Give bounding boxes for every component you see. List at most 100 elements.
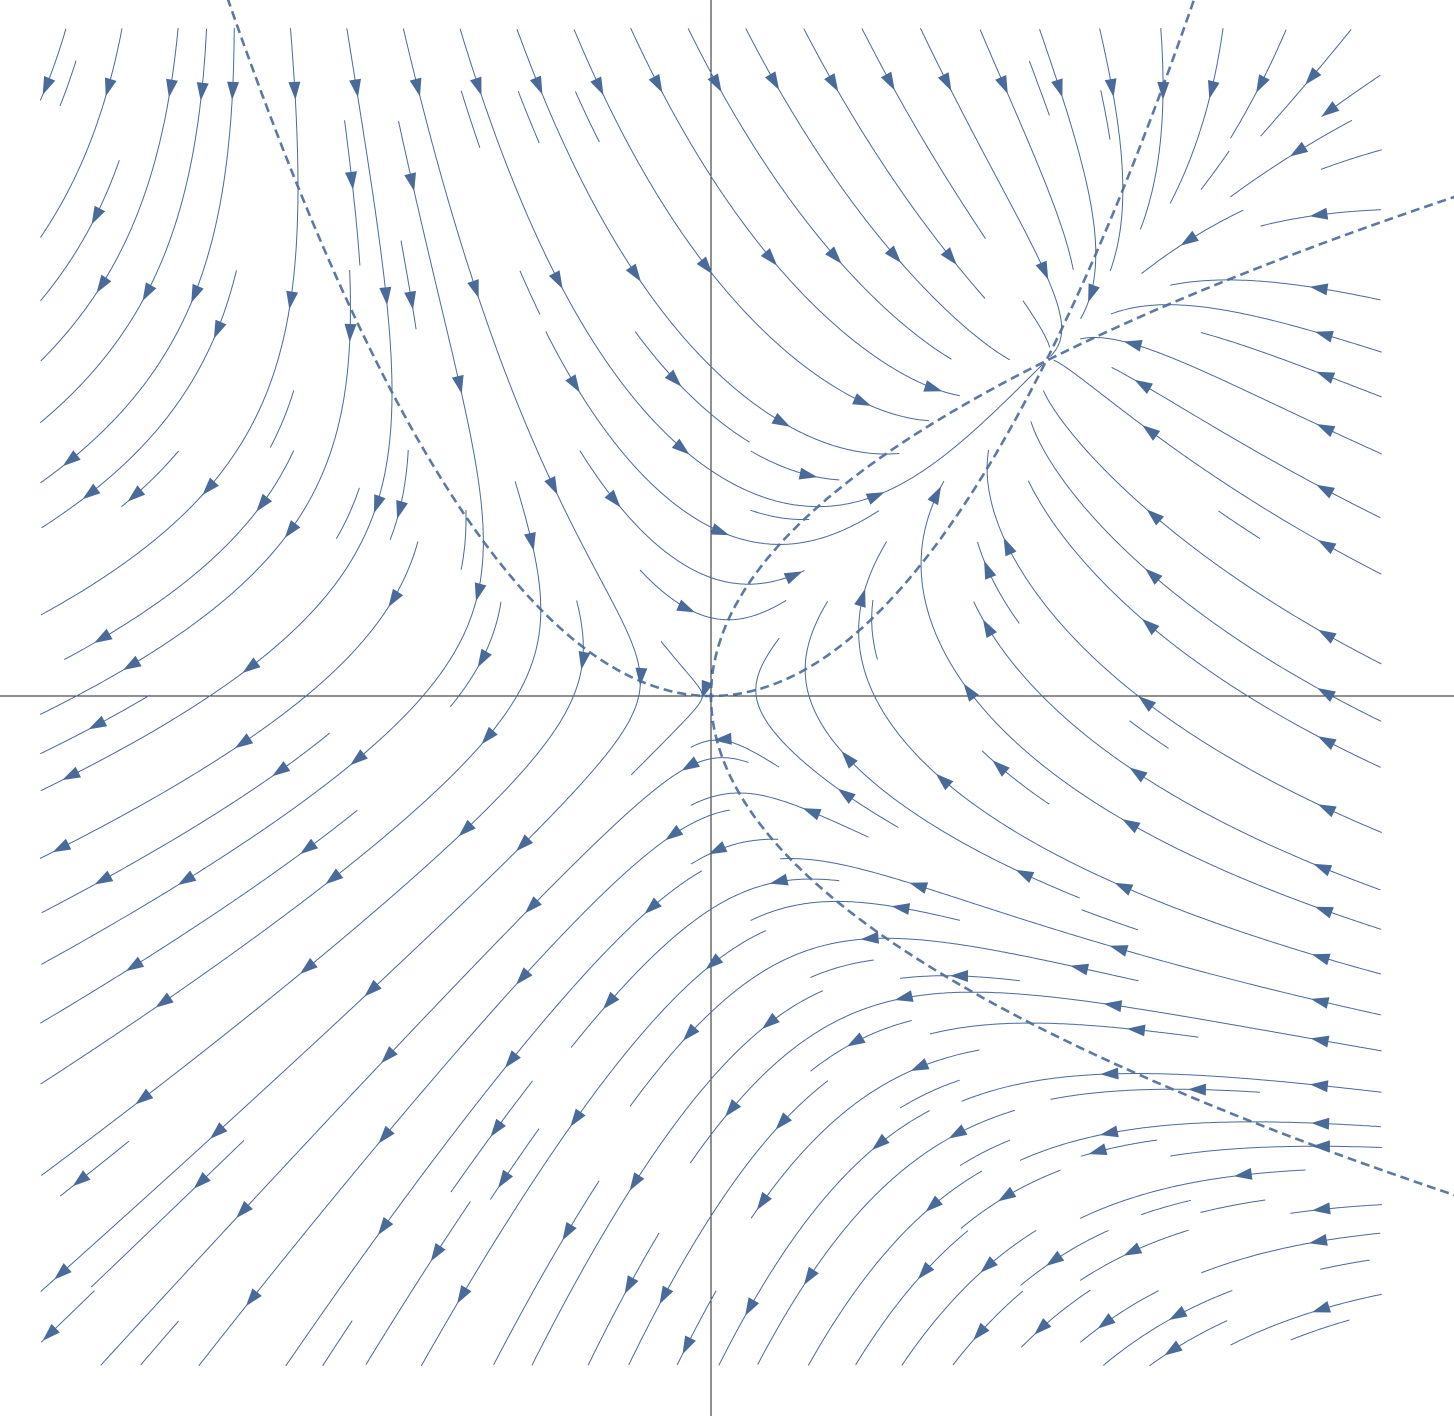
streamline xyxy=(1320,1259,1370,1270)
streamline xyxy=(140,1320,179,1366)
arrowhead xyxy=(345,171,357,190)
arrowhead xyxy=(710,523,730,536)
streamline xyxy=(400,240,417,330)
arrowhead xyxy=(865,492,885,505)
arrowhead xyxy=(1314,906,1334,919)
arrowhead xyxy=(935,773,954,791)
arrowhead xyxy=(430,1243,446,1262)
streamline xyxy=(687,28,952,360)
streamline xyxy=(920,480,1382,930)
streamline xyxy=(41,732,331,914)
arrowhead xyxy=(980,1256,998,1273)
arrowhead xyxy=(82,483,101,500)
arrowhead xyxy=(769,873,789,886)
streamline xyxy=(1079,1169,1306,1219)
arrowhead xyxy=(771,412,791,427)
arrowhead xyxy=(604,489,621,508)
streamline xyxy=(389,449,409,540)
arrowhead xyxy=(984,560,997,580)
streamline xyxy=(335,487,360,539)
streamline xyxy=(519,270,541,315)
streamline xyxy=(516,29,900,455)
arrowhead xyxy=(880,71,895,91)
streamline xyxy=(449,601,502,708)
arrowhead xyxy=(963,683,979,702)
streamline xyxy=(960,1169,1061,1229)
arrowhead xyxy=(96,274,112,293)
arrowhead xyxy=(94,870,114,885)
streamline xyxy=(973,601,1381,891)
arrowhead xyxy=(824,73,839,92)
streamline xyxy=(1079,1290,1159,1343)
streamline xyxy=(1030,421,1382,722)
arrowhead xyxy=(1103,1000,1123,1013)
arrowhead xyxy=(565,374,580,393)
arrowhead xyxy=(191,283,204,303)
arrowhead xyxy=(1321,101,1340,117)
arrowhead xyxy=(725,1099,742,1117)
streamline xyxy=(39,541,419,859)
streamline xyxy=(750,450,840,481)
arrowhead xyxy=(1104,78,1117,98)
arrowhead xyxy=(1180,230,1199,246)
arrowhead xyxy=(682,1335,696,1355)
arrowhead xyxy=(629,1172,645,1191)
arrowhead xyxy=(1126,1024,1146,1037)
streamline xyxy=(750,900,961,921)
streamline xyxy=(979,29,1074,270)
arrowhead xyxy=(155,992,174,1008)
arrowhead xyxy=(948,1124,968,1139)
arrowhead xyxy=(42,1323,60,1341)
arrowhead xyxy=(894,990,914,1002)
arrowhead xyxy=(1233,1167,1253,1180)
arrowhead xyxy=(364,979,382,997)
arrowhead xyxy=(344,323,357,342)
arrowhead xyxy=(762,1012,780,1029)
arrowhead xyxy=(272,761,291,777)
arrowhead xyxy=(548,270,563,289)
arrowhead xyxy=(1316,424,1336,438)
arrowhead xyxy=(234,733,254,749)
streamline xyxy=(1081,909,1139,931)
streamline xyxy=(981,750,1050,805)
streamline xyxy=(804,601,1080,899)
arrowhead xyxy=(982,619,997,638)
arrowhead xyxy=(227,81,240,100)
arrowhead xyxy=(760,248,778,266)
streamline xyxy=(40,160,120,302)
arrowhead xyxy=(288,81,301,100)
streamline xyxy=(1230,1293,1382,1346)
arrowhead xyxy=(1256,74,1270,93)
streamline xyxy=(1110,304,1382,353)
streamline xyxy=(1290,1319,1350,1341)
streamline xyxy=(689,991,1382,1164)
arrowhead xyxy=(1187,1083,1206,1096)
arrowhead xyxy=(562,1222,577,1241)
streamline xyxy=(1218,510,1261,540)
arrowhead xyxy=(1100,1067,1119,1080)
streamline xyxy=(1100,90,1111,140)
arrowhead xyxy=(992,760,1010,777)
streamline xyxy=(630,640,703,776)
arrowhead xyxy=(705,953,724,970)
arrowhead xyxy=(1142,425,1161,441)
arrowhead xyxy=(1138,696,1157,712)
arrowhead xyxy=(544,476,558,495)
arrowhead xyxy=(377,1217,394,1236)
arrowhead xyxy=(388,588,404,608)
streamline xyxy=(39,269,351,715)
streamline xyxy=(750,509,810,521)
arrowhead xyxy=(973,1322,990,1341)
streamline xyxy=(1290,1204,1382,1214)
arrowhead xyxy=(1099,1125,1119,1138)
arrowhead xyxy=(381,1046,398,1064)
arrowhead xyxy=(708,841,728,855)
arrowhead xyxy=(481,726,498,745)
arrowhead xyxy=(671,438,690,455)
streamline xyxy=(1149,1320,1228,1367)
arrowhead xyxy=(91,205,106,225)
streamline xyxy=(41,120,484,965)
streamline xyxy=(745,28,1011,361)
arrowhead xyxy=(1317,736,1337,750)
arrowhead xyxy=(860,931,879,944)
